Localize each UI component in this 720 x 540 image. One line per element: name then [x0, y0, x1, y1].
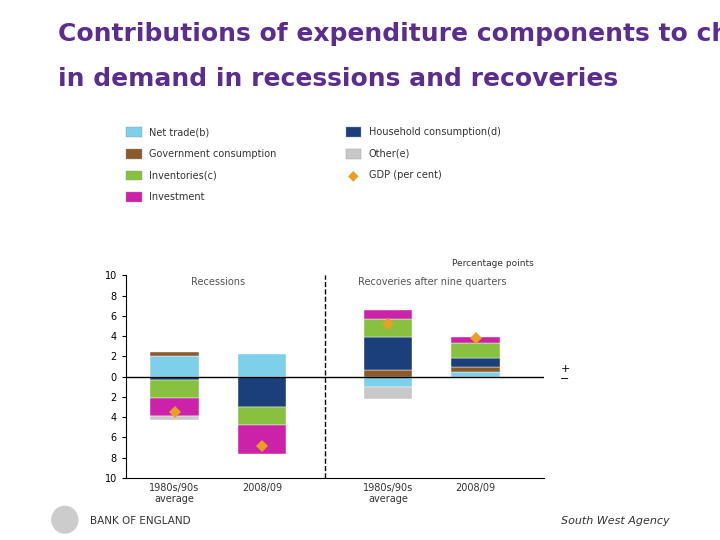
Text: in demand in recessions and recoveries: in demand in recessions and recoveries [58, 68, 618, 91]
Bar [150, 380, 199, 398]
Bar [451, 359, 500, 367]
Bar [451, 337, 500, 343]
Text: +: + [560, 363, 570, 374]
Text: Household consumption(d): Household consumption(d) [369, 127, 500, 137]
Text: −: − [560, 374, 570, 384]
Bar [364, 319, 413, 337]
Text: GDP (per cent): GDP (per cent) [369, 171, 441, 180]
Text: Recoveries after nine quarters: Recoveries after nine quarters [358, 278, 506, 287]
Bar [238, 426, 287, 454]
Text: ◆: ◆ [348, 168, 359, 183]
Text: Investment: Investment [149, 192, 204, 202]
Bar [150, 352, 199, 356]
Text: Recessions: Recessions [192, 278, 246, 287]
Circle shape [52, 507, 78, 533]
Bar [238, 377, 287, 407]
Bar [364, 387, 413, 399]
Bar [150, 398, 199, 416]
Bar [238, 354, 287, 377]
Text: Net trade(b): Net trade(b) [149, 127, 210, 137]
Bar [364, 377, 413, 387]
Bar [364, 337, 413, 369]
Bar [238, 407, 287, 426]
Text: Percentage points: Percentage points [452, 259, 534, 268]
Bar [364, 369, 413, 377]
Text: South West Agency: South West Agency [561, 516, 670, 526]
Text: Government consumption: Government consumption [149, 149, 276, 159]
Text: Inventories(c): Inventories(c) [149, 171, 217, 180]
Bar [364, 310, 413, 319]
Bar [451, 372, 500, 377]
Bar [451, 343, 500, 359]
Text: Other(e): Other(e) [369, 149, 410, 159]
Text: Contributions of expenditure components to changes: Contributions of expenditure components … [58, 22, 720, 45]
Text: BANK OF ENGLAND: BANK OF ENGLAND [90, 516, 191, 526]
Bar [150, 356, 199, 377]
Bar [150, 416, 199, 420]
Bar [150, 377, 199, 380]
Bar [451, 367, 500, 372]
